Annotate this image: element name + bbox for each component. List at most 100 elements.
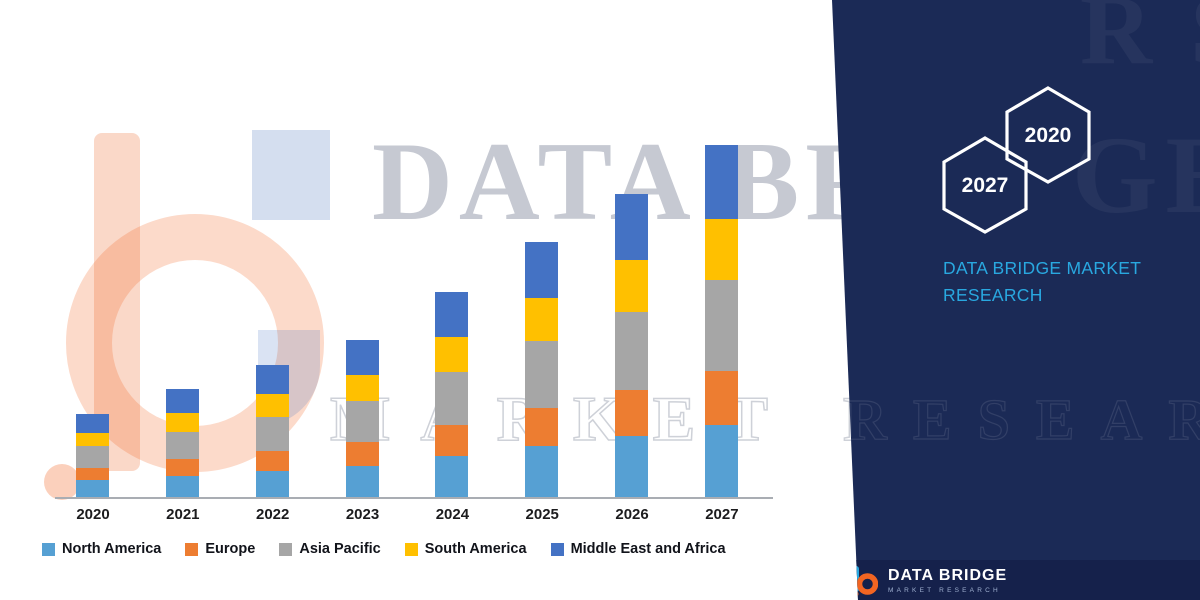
segment-asia-pacific: [525, 341, 559, 408]
bar-2020: [76, 125, 109, 497]
segment-asia-pacific: [704, 279, 738, 371]
legend-label: North America: [62, 541, 162, 557]
bar-stack: [165, 389, 199, 497]
brand-text: DATA BRIDGE MARKET RESEARCH: [943, 255, 1183, 309]
bar-stack: [525, 242, 559, 497]
legend-label: South America: [424, 541, 527, 557]
bar-stack: [345, 340, 379, 497]
legend-label: Europe: [205, 541, 256, 557]
legend-swatch: [550, 542, 564, 556]
segment-south-america: [435, 336, 469, 372]
segment-asia-pacific: [615, 312, 649, 391]
x-axis-label-2020: 2020: [76, 506, 110, 523]
segment-asia-pacific: [345, 401, 379, 443]
segment-north-america: [76, 480, 109, 497]
segment-south-america: [525, 298, 559, 342]
legend-swatch: [185, 542, 199, 556]
segment-south-america: [345, 374, 379, 402]
segment-north-america: [525, 446, 559, 497]
segment-asia-pacific: [435, 371, 469, 425]
segment-europe: [704, 370, 738, 425]
segment-europe: [525, 407, 559, 447]
segment-middle-east-and-africa: [76, 413, 109, 433]
bar-stack: [704, 144, 738, 497]
segment-middle-east-and-africa: [615, 193, 649, 261]
legend-label: Asia Pacific: [299, 541, 381, 557]
chart-legend: North America Europe Asia Pacific South Ame…: [42, 541, 726, 557]
bar-2027: [704, 125, 738, 497]
x-axis-label-2025: 2025: [525, 506, 559, 523]
segment-north-america: [435, 455, 469, 497]
bar-stack: [615, 193, 649, 497]
logo-watermark-block: [252, 130, 330, 220]
year-hexagons: 2020 2027: [942, 86, 1091, 234]
segment-north-america: [704, 424, 738, 497]
bar-2023: [345, 125, 379, 497]
legend-swatch: [279, 542, 293, 556]
footer-logo-bar: DATA BRIDGE MARKET RESEARCH: [832, 560, 1200, 600]
bar-2022: [255, 125, 289, 497]
x-axis-label-2026: 2026: [615, 506, 649, 523]
segment-europe: [76, 467, 109, 481]
bar-stack: [435, 291, 469, 497]
x-axis-labels: 2020 2021 2022 2023 2024 2025 2026 2027: [65, 506, 750, 523]
x-axis-label-2023: 2023: [345, 506, 380, 523]
segment-middle-east-and-africa: [345, 340, 379, 375]
segment-asia-pacific: [76, 446, 109, 468]
segment-middle-east-and-africa: [704, 144, 738, 220]
segment-middle-east-and-africa: [255, 364, 289, 395]
legend-swatch: [404, 542, 418, 556]
legend-swatch: [42, 542, 55, 556]
segment-middle-east-and-africa: [525, 242, 559, 299]
bar-stack: [255, 364, 289, 497]
segment-asia-pacific: [165, 431, 199, 459]
segment-europe: [615, 390, 649, 437]
logo-watermark-dot: [44, 464, 80, 500]
segment-asia-pacific: [255, 416, 289, 452]
footer-brand-name: DATA BRIDGE: [888, 566, 1008, 584]
segment-north-america: [615, 436, 649, 497]
x-axis-label-2027: 2027: [705, 506, 739, 523]
legend-item-europe: Europe: [185, 541, 255, 557]
panel-watermark-fragment: RESEARCH: [844, 386, 1200, 452]
bar-2024: [435, 125, 469, 497]
bar-2026: [615, 125, 649, 497]
hexagon-front: [942, 136, 1028, 234]
x-axis-label-2022: 2022: [256, 506, 290, 523]
segment-north-america: [165, 475, 199, 497]
footer-brand: DATA BRIDGE MARKET RESEARCH: [888, 567, 1007, 594]
hexagon-front-label: 2027: [962, 174, 1009, 197]
segment-middle-east-and-africa: [435, 291, 469, 337]
footer-brand-sub: MARKET RESEARCH: [888, 586, 1001, 594]
legend-item-south-america: South America: [404, 541, 527, 557]
segment-south-america: [255, 394, 289, 417]
legend-item-middle-east-and-africa: Middle East and Africa: [550, 541, 726, 557]
segment-europe: [345, 442, 379, 466]
segment-south-america: [165, 412, 199, 432]
segment-europe: [255, 451, 289, 471]
x-axis-line: [55, 497, 773, 499]
brand-line1: DATA BRIDGE MARKET: [943, 258, 1142, 278]
hexagon-back: [1005, 86, 1091, 184]
x-axis-label-2024: 2024: [435, 506, 470, 523]
bar-stack: [76, 413, 109, 497]
x-axis-label-2021: 2021: [166, 506, 200, 523]
segment-europe: [165, 458, 199, 476]
segment-south-america: [704, 219, 738, 280]
segment-south-america: [615, 260, 649, 313]
segment-north-america: [255, 470, 289, 497]
panel-watermark-fragment: GE: [1072, 114, 1200, 236]
segment-europe: [435, 424, 469, 456]
brand-line2: RESEARCH: [943, 285, 1043, 306]
segment-south-america: [76, 432, 109, 447]
legend-label: Middle East and Africa: [570, 541, 726, 557]
legend-item-asia-pacific: Asia Pacific: [279, 541, 381, 557]
bar-2025: [525, 125, 559, 497]
plot-area: [76, 125, 738, 497]
panel-watermark-fragment: RS: [1080, 0, 1200, 85]
hexagon-back-label: 2020: [1025, 124, 1072, 147]
bar-2021: [165, 125, 199, 497]
